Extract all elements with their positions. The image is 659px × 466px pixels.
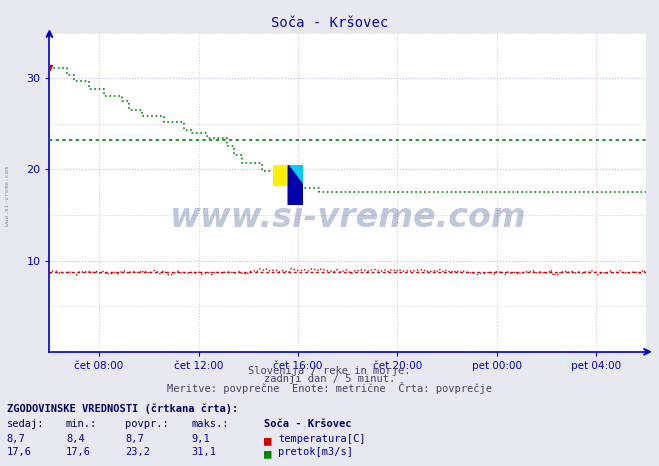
Text: ■: ■ xyxy=(264,434,271,447)
Bar xyxy=(289,185,303,205)
Text: ZGODOVINSKE VREDNOSTI (črtkana črta):: ZGODOVINSKE VREDNOSTI (črtkana črta): xyxy=(7,403,238,414)
Text: zadnji dan / 5 minut.: zadnji dan / 5 minut. xyxy=(264,374,395,384)
Text: povpr.:: povpr.: xyxy=(125,419,169,429)
Text: 9,1: 9,1 xyxy=(191,434,210,444)
Polygon shape xyxy=(289,165,303,185)
Text: 23,2: 23,2 xyxy=(125,447,150,457)
Text: temperatura[C]: temperatura[C] xyxy=(278,434,366,444)
Bar xyxy=(289,165,303,185)
Text: www.si-vreme.com: www.si-vreme.com xyxy=(169,201,526,234)
Text: 8,4: 8,4 xyxy=(66,434,84,444)
Text: 8,7: 8,7 xyxy=(7,434,25,444)
Text: 8,7: 8,7 xyxy=(125,434,144,444)
Text: pretok[m3/s]: pretok[m3/s] xyxy=(278,447,353,457)
Text: sedaj:: sedaj: xyxy=(7,419,44,429)
Text: 31,1: 31,1 xyxy=(191,447,216,457)
Text: 17,6: 17,6 xyxy=(7,447,32,457)
Text: Soča - Kršovec: Soča - Kršovec xyxy=(264,419,351,429)
Bar xyxy=(273,165,289,185)
Text: 17,6: 17,6 xyxy=(66,447,91,457)
Text: ■: ■ xyxy=(264,447,271,460)
Polygon shape xyxy=(289,165,303,205)
Text: Meritve: povprečne  Enote: metrične  Črta: povprečje: Meritve: povprečne Enote: metrične Črta:… xyxy=(167,382,492,394)
Text: www.si-vreme.com: www.si-vreme.com xyxy=(5,166,11,226)
Polygon shape xyxy=(289,165,303,205)
Text: Slovenija / reke in morje.: Slovenija / reke in morje. xyxy=(248,366,411,376)
Text: min.:: min.: xyxy=(66,419,97,429)
Text: Soča - Kršovec: Soča - Kršovec xyxy=(271,16,388,30)
Text: maks.:: maks.: xyxy=(191,419,229,429)
